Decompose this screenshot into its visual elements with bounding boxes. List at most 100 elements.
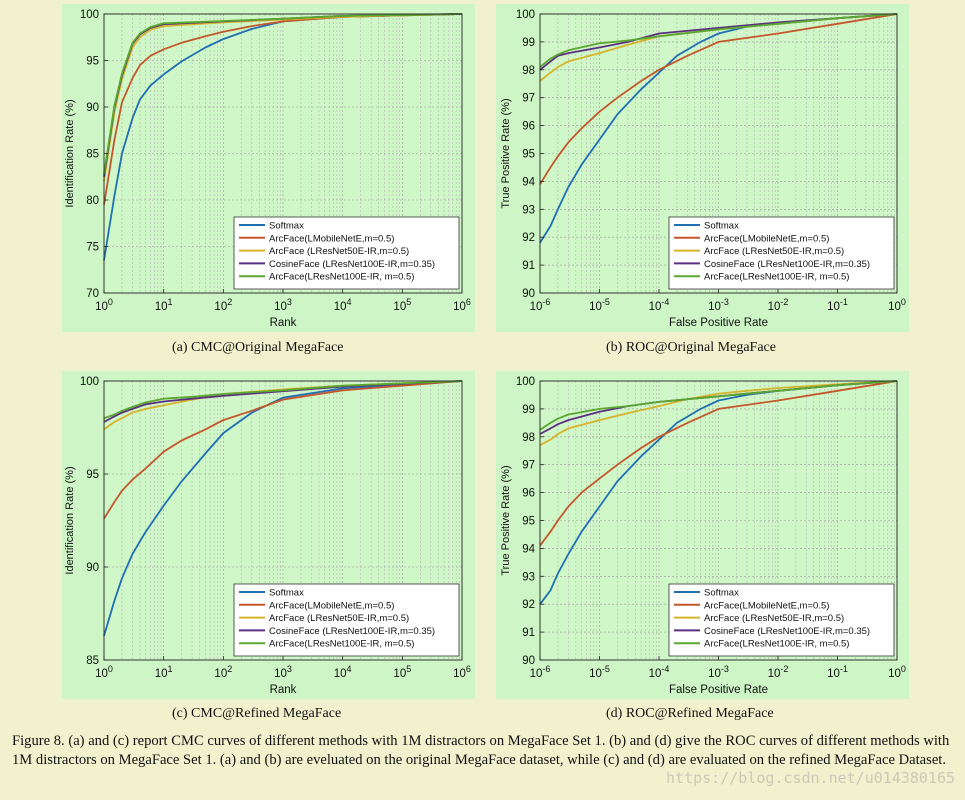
x-tick-label: 10-1 (827, 297, 848, 313)
series-line-softmax (103, 380, 463, 637)
series-line-arcface_mobile (103, 13, 463, 205)
y-tick-label: 95 (86, 56, 99, 68)
y-tick-label: 93 (522, 571, 535, 583)
y-tick-label: 98 (522, 65, 535, 77)
x-tick-label: 101 (155, 297, 173, 313)
x-tick-label: 104 (334, 664, 352, 680)
legend-entry: ArcFace(LResNet100E-IR, m=0.5) (269, 639, 414, 650)
y-tick-label: 92 (522, 232, 535, 244)
legend-entry: CosineFace (LResNet100E-IR,m=0.35) (269, 626, 435, 637)
legend-box (668, 583, 895, 657)
x-tick-label: 102 (214, 297, 232, 313)
y-tick-label: 90 (522, 288, 535, 300)
x-tick-label: 10-4 (649, 297, 670, 313)
legend-entry: ArcFace (LResNet50E-IR,m=0.5) (704, 613, 844, 624)
chart-a: 100 101 102 103 104 105 106 70 75 80 85 90 95 100 Rank… (64, 9, 471, 329)
x-tick-label: 101 (155, 664, 173, 680)
y-tick-label: 92 (522, 599, 535, 611)
y-tick-label: 100 (80, 376, 99, 388)
x-axis-label: False Positive Rate (669, 684, 768, 696)
y-tick-label: 100 (516, 376, 535, 388)
series-line-arcface_mobile (539, 380, 898, 547)
y-tick-label: 95 (522, 149, 535, 161)
x-tick-label: 106 (453, 297, 471, 313)
x-tick-label: 102 (214, 664, 232, 680)
y-tick-label: 96 (522, 488, 535, 500)
legend-entry: ArcFace(LMobileNetE,m=0.5) (704, 600, 829, 611)
y-axis-label: Identification Rate (%) (64, 466, 76, 574)
x-tick-label: 10-3 (708, 297, 729, 313)
x-tick-label: 10-2 (768, 297, 789, 313)
series-line-arcface_r100 (539, 13, 898, 68)
x-tick-label: 100 (95, 297, 113, 313)
caption-b: (b) ROC@Original MegaFace (606, 340, 776, 355)
y-tick-label: 99 (522, 37, 535, 49)
y-axis-label: Identification Rate (%) (64, 99, 76, 207)
series-line-arcface_mobile (539, 13, 898, 185)
x-axis-label: Rank (270, 684, 297, 696)
legend-entry: ArcFace(LResNet100E-IR, m=0.5) (704, 272, 849, 283)
y-tick-label: 90 (86, 562, 99, 574)
series-line-arcface_r100 (103, 13, 463, 175)
y-tick-label: 97 (522, 460, 535, 472)
series-line-arcface_r50 (539, 380, 898, 446)
y-tick-label: 100 (80, 9, 99, 21)
y-tick-label: 70 (86, 288, 99, 300)
x-tick-label: 100 (95, 664, 113, 680)
legend-entry: ArcFace(LResNet100E-IR, m=0.5) (269, 272, 414, 283)
legend-entry: CosineFace (LResNet100E-IR,m=0.35) (704, 626, 870, 637)
series-line-cosineface_r100 (539, 13, 898, 71)
y-tick-label: 75 (86, 242, 99, 254)
series-line-arcface_r100 (103, 380, 463, 420)
legend-entry: Softmax (704, 588, 739, 599)
y-tick-label: 80 (86, 195, 99, 207)
series-line-arcface_mobile (103, 380, 463, 520)
y-tick-label: 85 (86, 149, 99, 161)
x-tick-label: 10-6 (530, 664, 551, 680)
y-axis-label: True Positive Rate (%) (500, 465, 512, 575)
y-tick-label: 90 (86, 102, 99, 114)
legend-entry: ArcFace(LMobileNetE,m=0.5) (269, 600, 394, 611)
y-tick-label: 95 (522, 516, 535, 528)
legend-entry: ArcFace(LResNet100E-IR, m=0.5) (704, 639, 849, 650)
figure-caption: Figure 8. (a) and (c) report CMC curves … (12, 733, 950, 768)
x-tick-label: 104 (334, 297, 352, 313)
x-tick-label: 10-4 (649, 664, 670, 680)
caption-c: (c) CMC@Refined MegaFace (172, 706, 342, 721)
x-tick-label: 105 (393, 664, 411, 680)
y-tick-label: 85 (86, 655, 99, 667)
x-tick-label: 103 (274, 664, 292, 680)
legend-entry: ArcFace (LResNet50E-IR,m=0.5) (269, 246, 409, 257)
y-tick-label: 90 (522, 655, 535, 667)
chart-b: 10-6 10-5 10-4 10-3 10-2 10-1 100 90 91 92 93 94 95 9… (500, 9, 906, 329)
x-axis-label: False Positive Rate (669, 317, 768, 329)
x-tick-label: 100 (888, 664, 906, 680)
legend-entry: ArcFace (LResNet50E-IR,m=0.5) (269, 613, 409, 624)
x-tick-label: 103 (274, 297, 292, 313)
x-tick-label: 106 (453, 664, 471, 680)
y-tick-label: 91 (522, 260, 535, 272)
legend-box (233, 583, 460, 657)
chart-c: 100 101 102 103 104 105 106 85 90 95 100 Rank Identi… (64, 376, 471, 696)
y-tick-label: 100 (516, 9, 535, 21)
y-tick-label: 94 (522, 543, 535, 555)
x-tick-label: 100 (888, 297, 906, 313)
y-tick-label: 97 (522, 93, 535, 105)
legend-entry: ArcFace(LMobileNetE,m=0.5) (704, 233, 829, 244)
legend-entry: ArcFace (LResNet50E-IR,m=0.5) (704, 246, 844, 257)
legend-entry: Softmax (704, 221, 739, 232)
legend-box (233, 216, 460, 290)
caption-d: (d) ROC@Refined MegaFace (606, 706, 774, 721)
y-tick-label: 94 (522, 176, 535, 188)
y-tick-label: 98 (522, 432, 535, 444)
y-tick-label: 99 (522, 404, 535, 416)
x-tick-label: 10-6 (530, 297, 551, 313)
legend-entry: Softmax (269, 221, 304, 232)
x-tick-label: 10-3 (708, 664, 729, 680)
legend-entry: Softmax (269, 588, 304, 599)
x-tick-label: 105 (393, 297, 411, 313)
